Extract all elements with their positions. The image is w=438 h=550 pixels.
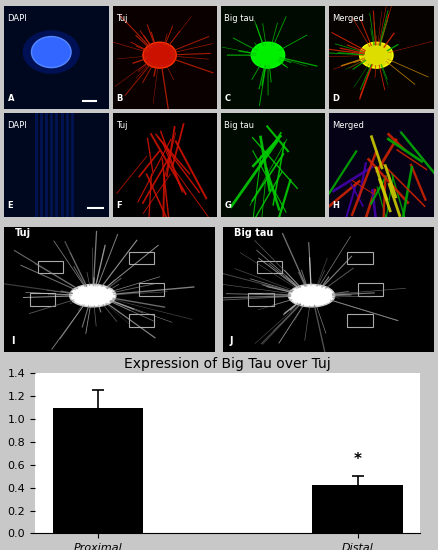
Bar [30,293,55,306]
Text: C: C [224,94,230,103]
Text: A: A [7,94,14,103]
Text: I: I [11,336,14,346]
Text: DAPI: DAPI [7,14,27,23]
Ellipse shape [70,284,116,307]
Text: Big tau: Big tau [234,228,273,238]
Text: B: B [116,94,122,103]
Bar [358,283,383,296]
Text: G: G [224,201,231,211]
Text: Tuj: Tuj [116,14,127,23]
Bar [312,486,403,534]
Text: Merged: Merged [332,122,364,130]
Text: D: D [332,94,339,103]
Bar [347,252,373,265]
Text: Tuj: Tuj [15,228,31,238]
Bar [248,293,274,306]
Bar [347,315,373,327]
Bar [139,283,164,296]
Text: Tuj: Tuj [116,122,127,130]
Bar [53,408,143,534]
Ellipse shape [32,36,71,68]
Bar [128,252,154,265]
Ellipse shape [360,42,393,68]
Text: Merged: Merged [332,14,364,23]
Text: H: H [332,201,339,211]
Title: Expression of Big Tau over Tuj: Expression of Big Tau over Tuj [124,356,331,371]
Text: J: J [230,336,233,346]
Text: Big tau: Big tau [224,14,254,23]
Text: *: * [353,452,361,467]
Ellipse shape [23,30,80,74]
Text: Big tau: Big tau [224,122,254,130]
Bar [257,261,282,273]
Ellipse shape [289,284,335,307]
Ellipse shape [143,42,176,68]
Text: E: E [7,201,13,211]
Bar [38,261,64,273]
Ellipse shape [251,42,285,68]
Bar [128,315,154,327]
Text: DAPI: DAPI [7,122,27,130]
Text: F: F [116,201,121,211]
